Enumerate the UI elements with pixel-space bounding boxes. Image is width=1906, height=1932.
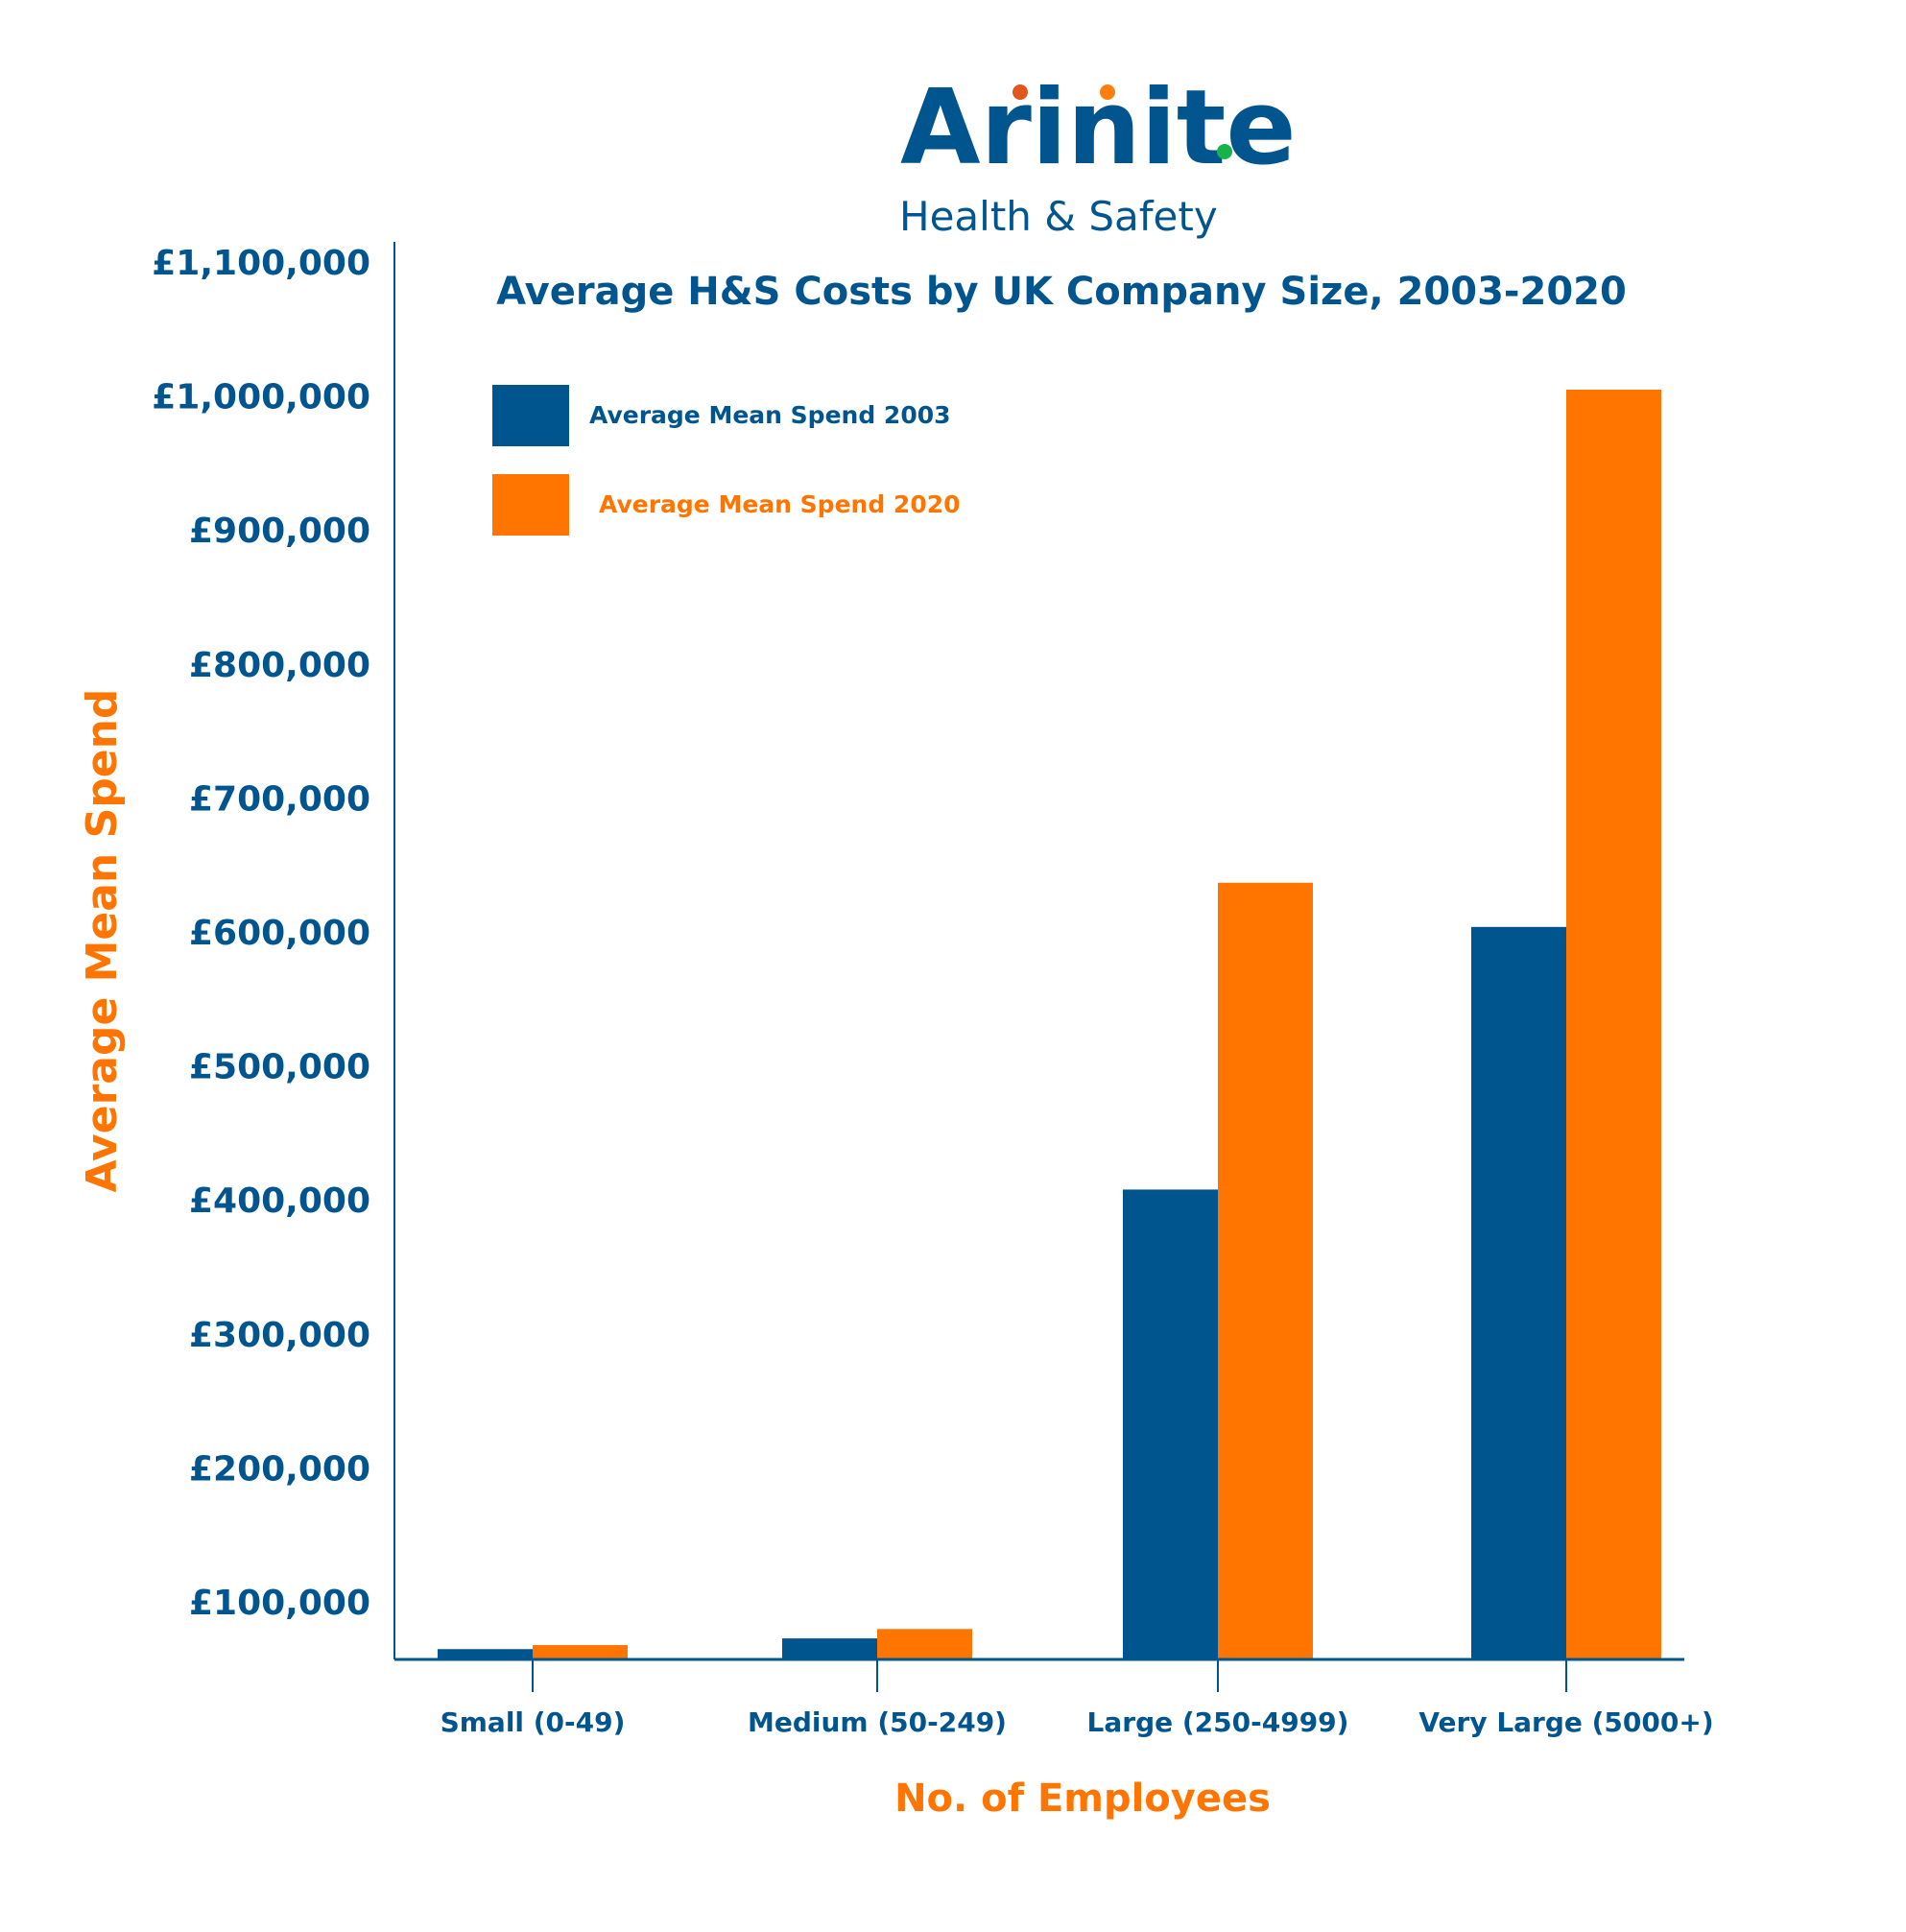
x-axis-ticks: Small (0-49) Medium (50-249) Large (250-49… xyxy=(441,1659,1714,1738)
y-tick-label: £700,000 xyxy=(189,779,370,819)
legend-swatch xyxy=(492,474,569,536)
y-tick-label: £300,000 xyxy=(189,1316,370,1355)
bar-2003-0 xyxy=(438,1649,533,1659)
legend-label: Average Mean Spend 2020 xyxy=(599,490,961,518)
bar-2020-3 xyxy=(1566,390,1661,1659)
chart-title: Average H&S Costs by UK Company Size, 20… xyxy=(496,270,1627,314)
bar-2003-1 xyxy=(782,1638,877,1659)
x-tick-label: Very Large (5000+) xyxy=(1418,1706,1713,1738)
y-tick-label: £500,000 xyxy=(189,1048,370,1087)
bar-2020-1 xyxy=(877,1629,972,1659)
legend-swatch xyxy=(492,385,569,446)
y-tick-label: £800,000 xyxy=(189,646,370,685)
y-tick-label: £200,000 xyxy=(189,1449,370,1489)
logo-dot-1 xyxy=(1013,84,1028,100)
logo-wordmark: Arinite xyxy=(900,68,1297,188)
y-axis-label: Average Mean Spend xyxy=(78,689,127,1193)
bar-2020-0 xyxy=(533,1645,628,1659)
y-tick-label: £900,000 xyxy=(189,512,370,551)
x-axis-label: No. of Employees xyxy=(894,1777,1271,1821)
logo-dot-2 xyxy=(1100,84,1115,100)
logo-period-dot xyxy=(1217,144,1232,159)
x-tick-label: Small (0-49) xyxy=(441,1706,626,1738)
bar-2020-2 xyxy=(1218,882,1313,1659)
legend-label: Average Mean Spend 2003 xyxy=(589,401,951,429)
y-axis-ticks: £100,000 £200,000 £300,000 £400,000 £500,000… xyxy=(152,244,370,1623)
y-tick-label: £1,000,000 xyxy=(152,378,370,417)
logo: Arinite Health & Safety xyxy=(899,68,1297,240)
bars xyxy=(438,390,1661,1659)
y-tick-label: £1,100,000 xyxy=(152,244,370,283)
legend: Average Mean Spend 2003 Average Mean Spen… xyxy=(492,385,961,536)
x-tick-label: Medium (50-249) xyxy=(748,1706,1007,1738)
y-tick-label: £400,000 xyxy=(189,1181,370,1221)
x-tick-label: Large (250-4999) xyxy=(1087,1706,1349,1738)
bar-2003-3 xyxy=(1471,926,1566,1659)
y-tick-label: £100,000 xyxy=(189,1584,370,1623)
logo-tagline: Health & Safety xyxy=(899,193,1218,240)
y-tick-label: £600,000 xyxy=(189,914,370,953)
bar-2003-2 xyxy=(1123,1189,1218,1659)
